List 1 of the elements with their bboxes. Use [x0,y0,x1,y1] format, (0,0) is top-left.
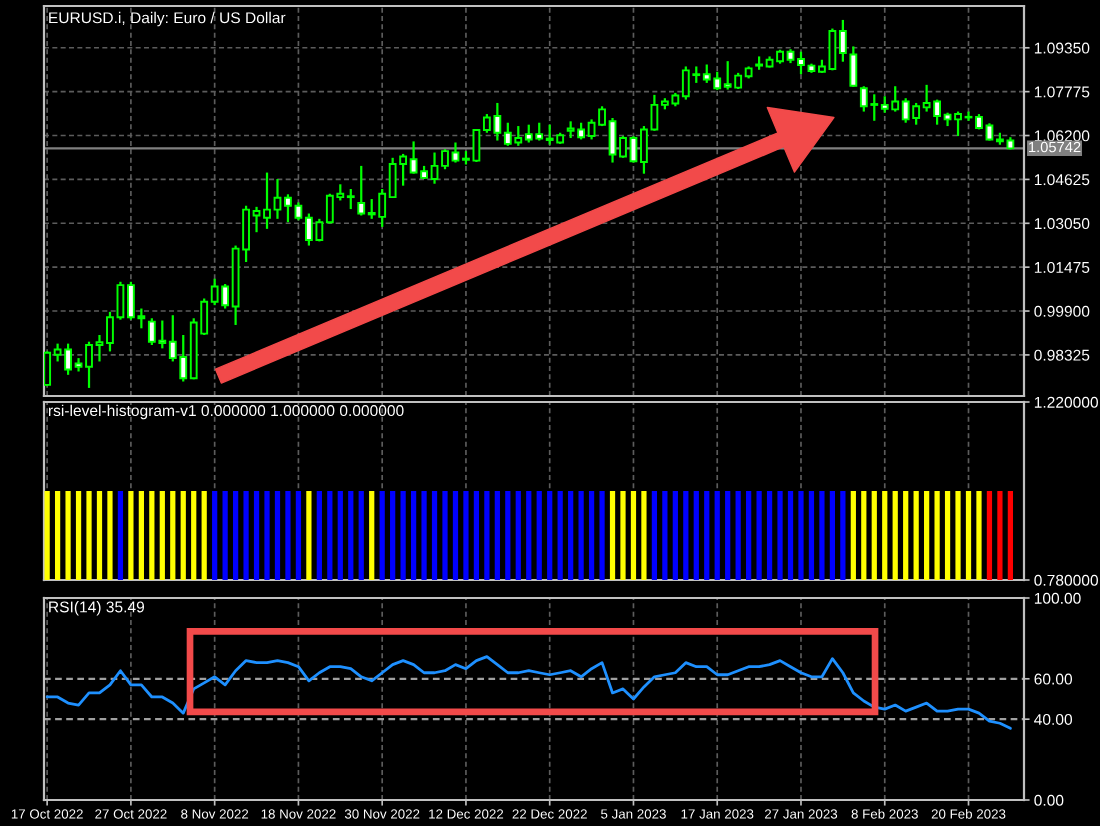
line-series [45,655,1012,730]
